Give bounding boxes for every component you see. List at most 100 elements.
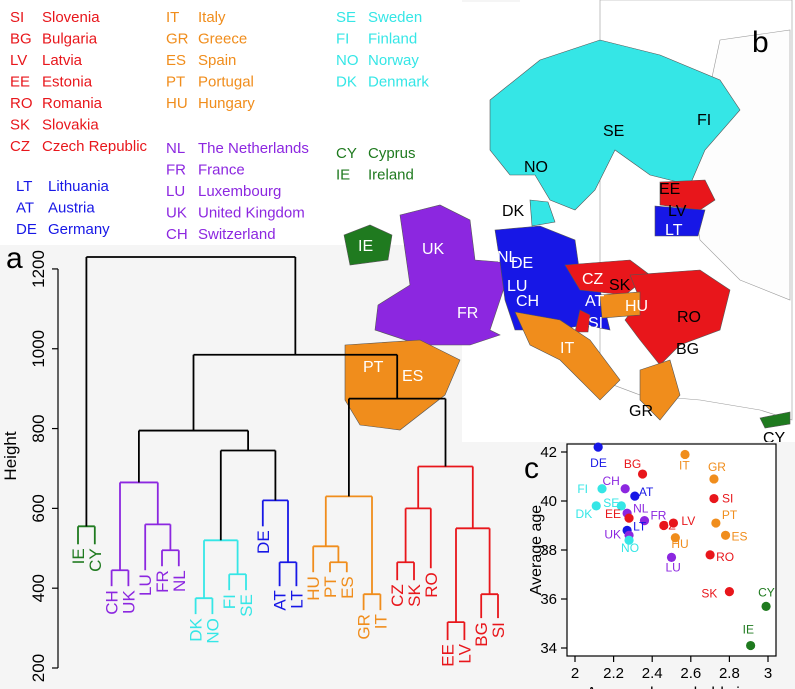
legend-code-gr: GR — [166, 31, 189, 48]
scatter-label-lv: LV — [681, 514, 695, 528]
dendrogram-leaf-no: NO — [203, 618, 222, 644]
legend-code-uk: UK — [166, 205, 187, 222]
legend-name-de: Germany — [48, 221, 110, 238]
map-label-ro: RO — [677, 309, 701, 326]
legend-code-ie: IE — [336, 167, 350, 184]
map-region-hungary — [599, 291, 641, 319]
legend-code-hu: HU — [166, 95, 188, 112]
scatter-plot-area — [566, 443, 777, 657]
scatter-point-lv — [668, 518, 679, 528]
legend-name-pt: Portugal — [198, 74, 254, 91]
dendrogram-leaf-dk: DK — [187, 617, 206, 641]
panel-label-c: c — [524, 452, 539, 485]
legend-code-pt: PT — [166, 74, 185, 91]
scatter-point-si — [709, 493, 719, 504]
dendrogram-leaf-se: SE — [237, 594, 256, 617]
legend-name-sk: Slovakia — [42, 117, 99, 134]
scatter-label-es: ES — [732, 529, 748, 543]
legend-code-dk: DK — [336, 74, 357, 91]
dendrogram-leaf-ie: IE — [69, 548, 88, 564]
map-label-si: SI — [588, 315, 603, 332]
scatter-x-axis-label: Average household size — [586, 685, 757, 689]
dendrogram-leaf-lu: LU — [136, 574, 155, 596]
scatter-point-lu — [666, 552, 677, 562]
legend-code-fr: FR — [166, 162, 186, 179]
scatter-label-fr: FR — [650, 509, 666, 523]
dendrogram-leaf-hu: HU — [304, 576, 323, 601]
dendrogram-y-tick-label: 600 — [29, 494, 48, 522]
dendrogram-leaf-ro: RO — [422, 572, 441, 598]
scatter-point-pt — [711, 518, 721, 528]
dendrogram-leaf-lv: LV — [455, 643, 474, 663]
scatter-point-de — [593, 442, 603, 452]
legend-name-si: Slovenia — [42, 9, 100, 26]
map-label-ie: IE — [358, 238, 373, 255]
legend-code-ro: RO — [10, 95, 33, 112]
dendrogram-y-tick-label: 1200 — [29, 250, 48, 288]
map-label-fi: FI — [697, 112, 711, 129]
map-label-hu: HU — [625, 298, 648, 315]
map-region-denmark — [529, 199, 556, 227]
map-label-dk: DK — [502, 203, 525, 220]
scatter-point-bg — [637, 469, 648, 479]
scatter-label-cz: CZ — [660, 519, 676, 533]
dendrogram-leaf-es: ES — [338, 576, 357, 599]
map-region-blue — [494, 225, 611, 331]
dendrogram-leaf-cy: CY — [86, 548, 105, 572]
dendrogram-leaf-ee: EE — [439, 644, 458, 667]
dendrogram-leaf-bg: BG — [472, 622, 491, 647]
dendrogram-leaf-sk: SK — [405, 584, 424, 607]
legend-name-fr: France — [198, 162, 245, 179]
scatter-label-fi: FI — [577, 482, 588, 496]
legend-name-cy: Cyprus — [368, 145, 416, 162]
map-region-slovenia — [574, 309, 591, 333]
dendrogram-y-tick-label: 1000 — [29, 330, 48, 368]
map-label-ch: CH — [516, 293, 539, 310]
dendrogram-leaf-nl: NL — [170, 570, 189, 592]
dendrogram-leaf-uk: UK — [119, 590, 138, 614]
scatter-label-ie: IE — [743, 623, 754, 637]
legend-code-ee: EE — [10, 74, 30, 91]
dendrogram-y-tick-label: 200 — [29, 654, 48, 682]
panel-label-a: a — [6, 242, 23, 275]
map-label-no: NO — [524, 159, 548, 176]
legend-name-es: Spain — [198, 52, 236, 69]
legend-name-lt: Lithuania — [48, 178, 110, 195]
scatter-label-hu: HU — [671, 537, 688, 551]
map-region-baltic-red — [659, 179, 716, 211]
panel-label-b: b — [752, 26, 769, 59]
scatter-label-ee: EE — [605, 507, 621, 521]
scatter-label-cy: CY — [758, 585, 775, 599]
map-label-se: SE — [603, 123, 624, 140]
scatter-point-es — [720, 530, 731, 540]
legend-code-se: SE — [336, 9, 356, 26]
map-label-sk: SK — [609, 277, 631, 294]
legend-code-fi: FI — [336, 31, 349, 48]
legend-name-lu: Luxembourg — [198, 183, 281, 200]
legend-code-bg: BG — [10, 31, 32, 48]
scatter-label-no: NO — [621, 541, 639, 555]
scatter-point-ee — [624, 513, 634, 523]
legend-code-de: DE — [16, 221, 37, 238]
legend-name-it: Italy — [198, 9, 226, 26]
dendrogram-leaf-si: SI — [489, 622, 508, 638]
scatter-point-cz — [659, 520, 669, 531]
scatter-y-tick-label: 42 — [540, 444, 557, 461]
scatter-label-nl: NL — [633, 501, 649, 515]
legend-name-no: Norway — [368, 52, 419, 69]
map-label-es: ES — [402, 368, 423, 385]
dendrogram-leaf-cz: CZ — [388, 584, 407, 607]
scatter-x-tick-label: 2.6 — [680, 665, 701, 682]
scatter-label-uk: UK — [604, 527, 621, 541]
scatter-x-tick-label: 2 — [571, 665, 579, 682]
map-region-iberia — [344, 339, 461, 431]
legend-name-dk: Denmark — [368, 74, 429, 91]
legend-name-nl: The Netherlands — [198, 140, 309, 157]
scatter-point-ro — [705, 550, 715, 560]
scatter-y-tick-label: 34 — [540, 640, 557, 657]
map-label-at: AT — [585, 293, 604, 310]
scatter-x-tick-label: 2.4 — [642, 665, 663, 682]
scatter-point-gr — [709, 474, 719, 484]
scatter-point-sk — [724, 587, 735, 597]
